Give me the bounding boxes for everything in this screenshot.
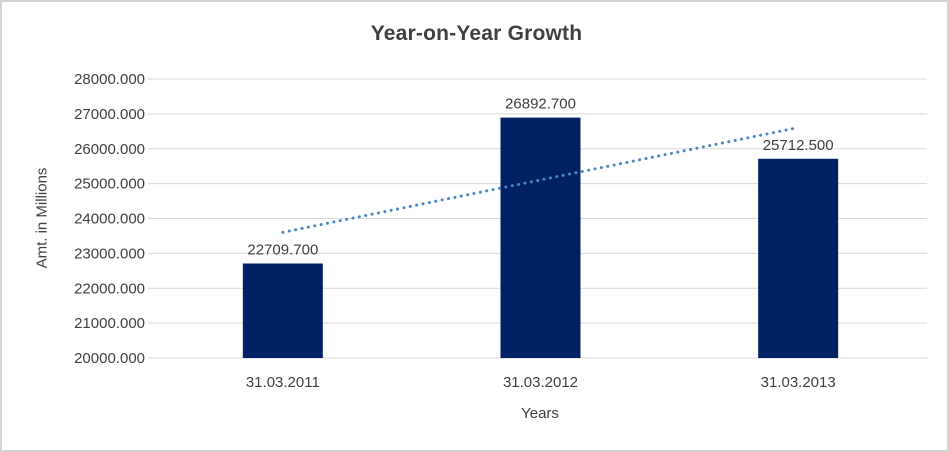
x-tick-label: 31.03.2011 xyxy=(246,374,320,391)
x-tick-label: 31.03.2012 xyxy=(503,374,578,391)
chart-title: Year-on-Year Growth xyxy=(370,22,583,45)
y-tick-label: 28000.000 xyxy=(74,71,145,88)
y-tick-label: 23000.000 xyxy=(74,245,145,262)
y-tick-label: 27000.000 xyxy=(74,106,145,123)
x-axis-title: Years xyxy=(521,405,559,422)
y-tick-label: 22000.000 xyxy=(74,280,145,297)
bar xyxy=(758,158,839,358)
y-tick-label: 26000.000 xyxy=(74,141,145,158)
bar-data-label: 22709.700 xyxy=(247,241,318,258)
x-tick-label: 31.03.2013 xyxy=(761,374,836,391)
bar xyxy=(500,117,581,358)
y-tick-label: 24000.000 xyxy=(74,211,145,228)
bar xyxy=(242,263,323,358)
bar-data-label: 26892.700 xyxy=(505,96,576,113)
y-tick-label: 20000.000 xyxy=(74,350,145,367)
y-tick-label: 21000.000 xyxy=(74,315,145,332)
y-tick-label: 25000.000 xyxy=(74,176,145,193)
bar-data-label: 25712.500 xyxy=(763,137,834,154)
